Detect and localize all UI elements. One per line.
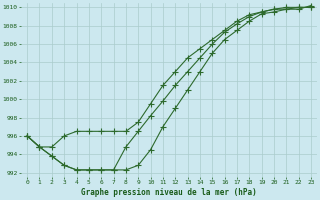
X-axis label: Graphe pression niveau de la mer (hPa): Graphe pression niveau de la mer (hPa) [81,188,257,197]
